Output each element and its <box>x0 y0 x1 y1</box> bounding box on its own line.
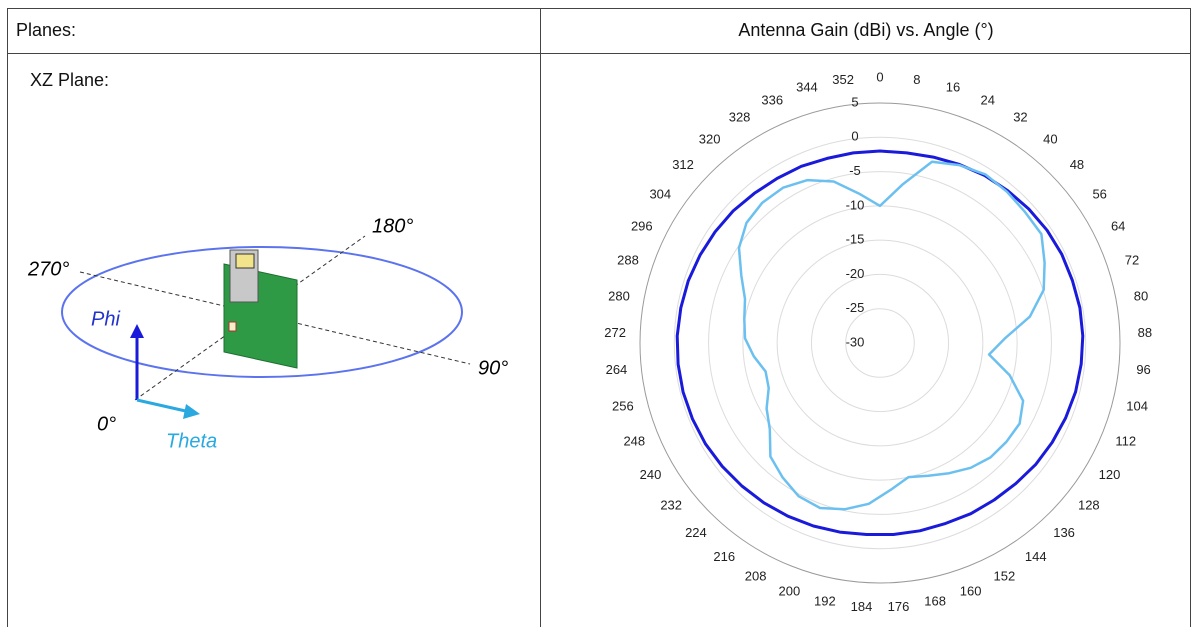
angle-tick-label: 240 <box>640 467 662 482</box>
angle-tick-label: 352 <box>832 72 854 87</box>
angle-tick-label: 112 <box>1115 434 1136 449</box>
angle-tick-label: 256 <box>612 399 634 414</box>
r-tick-label: 5 <box>851 94 858 109</box>
angle-tick-label: 344 <box>796 80 818 95</box>
angle-tick-label: 24 <box>981 92 995 107</box>
angle-label: 270° <box>27 258 69 280</box>
header-cell: Planes: <box>16 20 76 40</box>
angle-label: 0° <box>97 413 116 435</box>
r-tick-label: -15 <box>846 232 865 247</box>
angle-tick-label: 272 <box>604 325 626 340</box>
angle-tick-label: 264 <box>606 362 628 377</box>
axis-label: Theta <box>166 430 217 452</box>
grid-circle <box>640 103 1120 583</box>
angle-tick-label: 168 <box>924 594 946 609</box>
angle-tick-label: 48 <box>1070 157 1084 172</box>
angle-tick-label: 16 <box>946 80 960 95</box>
angle-tick-label: 56 <box>1092 186 1106 201</box>
angle-tick-label: 320 <box>699 131 721 146</box>
series-line <box>739 162 1045 510</box>
angle-tick-label: 96 <box>1136 362 1150 377</box>
angle-tick-label: 280 <box>608 288 630 303</box>
angle-tick-label: 288 <box>617 253 639 268</box>
page: Planes: Antenna Gain (dBi) vs. Angle (°)… <box>0 0 1198 627</box>
angle-tick-label: 192 <box>814 594 836 609</box>
angle-tick-label: 312 <box>672 157 694 172</box>
axis-label: Phi <box>91 308 120 330</box>
angle-tick-label: 80 <box>1134 288 1148 303</box>
grid-circle <box>743 206 1017 480</box>
row-label: XZ Plane: <box>30 70 109 90</box>
angle-tick-label: 88 <box>1138 325 1152 340</box>
r-tick-label: -20 <box>846 266 865 281</box>
angle-tick-label: 176 <box>888 599 910 614</box>
polar-chart: 5 0 -5 -10 -15 -20 -25 -30 0 8 16 24 32 40 48 56 64 72 80 8… <box>604 69 1152 613</box>
angle-tick-label: 64 <box>1111 218 1125 233</box>
angle-tick-label: 72 <box>1125 253 1139 268</box>
angle-tick-label: 304 <box>649 186 671 201</box>
r-tick-label: -5 <box>849 163 861 178</box>
angle-tick-label: 216 <box>713 549 735 564</box>
angle-tick-label: 328 <box>729 110 751 125</box>
angle-tick-label: 248 <box>623 434 645 449</box>
header-cell: Antenna Gain (dBi) vs. Angle (°) <box>738 20 993 40</box>
angle-tick-label: 136 <box>1053 525 1075 540</box>
r-tick-label: -25 <box>846 300 865 315</box>
angle-tick-label: 0 <box>876 69 883 84</box>
r-tick-label: -30 <box>846 334 865 349</box>
angle-tick-label: 120 <box>1099 467 1121 482</box>
angle-tick-label: 208 <box>745 568 767 583</box>
grid-circle <box>811 274 948 411</box>
grid-circle <box>674 137 1085 548</box>
angle-tick-label: 128 <box>1078 498 1100 513</box>
angle-tick-label: 184 <box>851 599 873 614</box>
angle-tick-label: 8 <box>913 72 920 87</box>
grid-circle <box>777 240 983 446</box>
angle-tick-label: 40 <box>1043 131 1057 146</box>
r-tick-label: -10 <box>846 197 865 212</box>
r-tick-label: 0 <box>851 129 858 144</box>
plane-diagram: 180° 270° 90° 0° Phi Theta <box>27 215 508 452</box>
angle-tick-label: 104 <box>1126 399 1148 414</box>
angle-tick-label: 144 <box>1025 549 1047 564</box>
angle-label: 90° <box>478 357 508 379</box>
angle-tick-label: 224 <box>685 525 707 540</box>
angle-tick-label: 200 <box>779 583 801 598</box>
angle-tick-label: 296 <box>631 218 653 233</box>
angle-tick-label: 32 <box>1013 110 1027 125</box>
table-frame <box>8 8 1191 627</box>
angle-tick-label: 336 <box>761 92 783 107</box>
angle-tick-label: 152 <box>994 568 1016 583</box>
angle-tick-label: 160 <box>960 583 982 598</box>
angle-label: 180° <box>372 215 413 237</box>
angle-tick-label: 232 <box>660 498 682 513</box>
